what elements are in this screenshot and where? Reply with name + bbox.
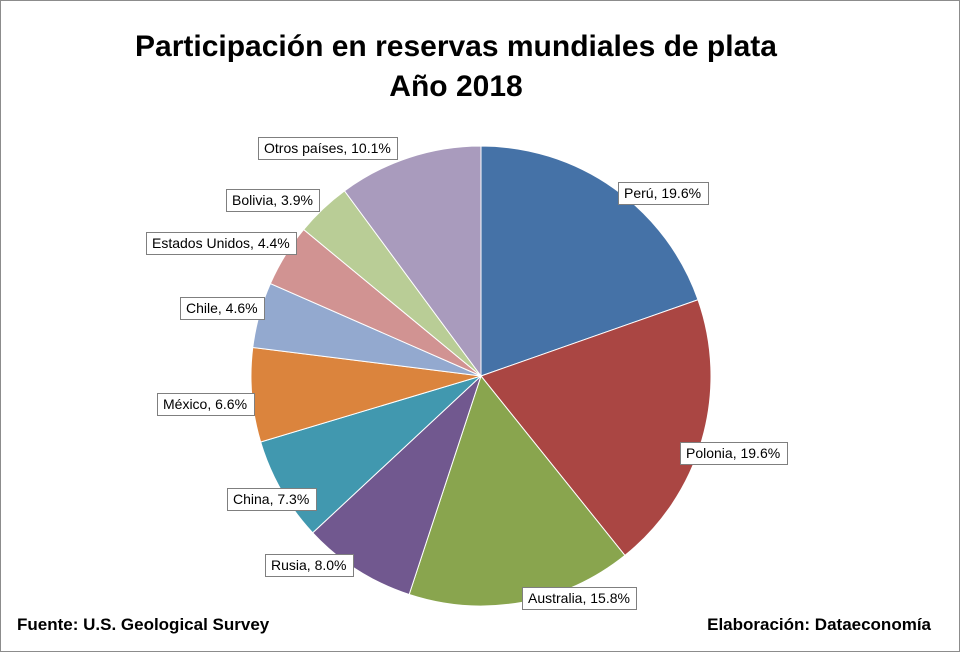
data-label-chile: Chile, 4.6% bbox=[180, 297, 265, 320]
credit-note: Elaboración: Dataeconomía bbox=[707, 615, 931, 634]
data-label-box bbox=[180, 297, 265, 320]
pie-slice-otros-paises bbox=[343, 145, 482, 378]
data-label-text: Chile, 4.6% bbox=[186, 300, 258, 316]
data-label-estados-unidos: Estados Unidos, 4.4% bbox=[146, 232, 297, 255]
data-label-text: Perú, 19.6% bbox=[624, 185, 701, 201]
data-label-australia: Australia, 15.8% bbox=[522, 587, 637, 610]
data-label-text: Rusia, 8.0% bbox=[271, 557, 346, 573]
data-label-text: Estados Unidos, 4.4% bbox=[152, 235, 290, 251]
data-label-box bbox=[265, 554, 354, 577]
data-label-box bbox=[522, 587, 637, 610]
data-label-box bbox=[227, 488, 317, 511]
chart-title-line-1: Participación en reservas mundiales de p… bbox=[135, 30, 777, 63]
data-label-box bbox=[226, 189, 320, 212]
data-label-box bbox=[157, 393, 255, 416]
data-label-box bbox=[258, 137, 398, 160]
pie-slice-rusia bbox=[312, 375, 482, 596]
data-label-otros-paises: Otros países, 10.1% bbox=[258, 137, 398, 160]
source-note: Fuente: U.S. Geological Survey bbox=[17, 615, 270, 634]
data-label-text: Bolivia, 3.9% bbox=[232, 192, 313, 208]
pie-slices bbox=[250, 145, 712, 607]
data-label-text: Australia, 15.8% bbox=[528, 590, 630, 606]
data-label-mexico: México, 6.6% bbox=[157, 393, 255, 416]
data-label-box bbox=[146, 232, 297, 255]
data-label-text: Otros países, 10.1% bbox=[264, 140, 391, 156]
data-label-text: Polonia, 19.6% bbox=[686, 445, 780, 461]
data-label-text: México, 6.6% bbox=[163, 396, 247, 412]
chart-title-line-2: Año 2018 bbox=[389, 70, 523, 103]
data-label-rusia: Rusia, 8.0% bbox=[265, 554, 354, 577]
pie-labels: Perú, 19.6% Polonia, 19.6% Australia, 15.8… bbox=[146, 137, 788, 610]
data-label-box bbox=[680, 442, 788, 465]
data-label-polonia: Polonia, 19.6% bbox=[680, 442, 788, 465]
chart-title: Participación en reservas mundiales de p… bbox=[1, 27, 911, 107]
data-label-peru: Perú, 19.6% bbox=[618, 182, 709, 205]
data-label-bolivia: Bolivia, 3.9% bbox=[226, 189, 320, 212]
pie-slice-polonia bbox=[480, 299, 712, 557]
data-label-china: China, 7.3% bbox=[227, 488, 317, 511]
pie-slice-australia bbox=[408, 374, 626, 607]
data-label-text: China, 7.3% bbox=[233, 491, 309, 507]
data-label-box bbox=[618, 182, 709, 205]
